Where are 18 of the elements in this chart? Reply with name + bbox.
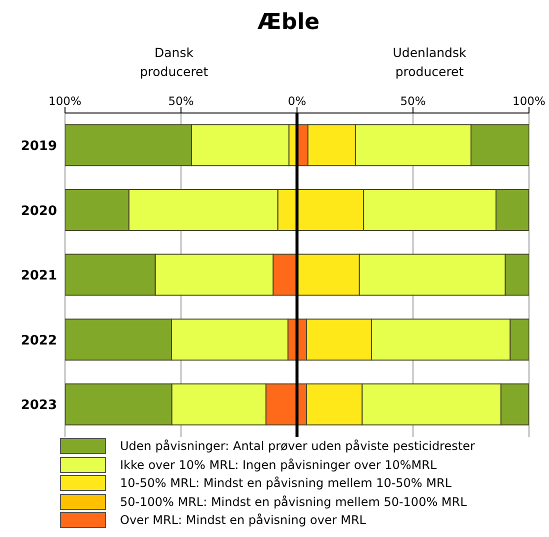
chart-title: Æble — [256, 10, 321, 35]
y-tick-label: 2020 — [20, 204, 57, 219]
legend-label: Ikke over 10% MRL: Ingen påvisninger over 10%MRL — [120, 458, 437, 472]
text: Dansk produceret — [138, 44, 210, 81]
y-tick-label: 2023 — [20, 398, 57, 414]
legend-label: 50-100% MRL: Mindst en påvisning mellem 50-100% MRL — [120, 494, 467, 509]
x-tick-label: 100% — [512, 94, 546, 108]
x-tick-label: 50% — [400, 94, 426, 108]
y-tick-label: 2022 — [20, 333, 57, 348]
text: Udenlandsk produceret — [392, 44, 468, 81]
x-tick-label: 0% — [288, 94, 306, 108]
y-tick-label: 2021 — [20, 268, 57, 284]
legend-label: Over MRL: Mindst en påvisning over MRL — [120, 513, 366, 528]
legend-label: Uden påvisninger: Antal prøver uden påviste pesticidrester — [120, 439, 475, 454]
x-tick-label: 100% — [48, 94, 82, 108]
y-tick-label: 2019 — [20, 139, 57, 154]
legend-label: 10-50% MRL: Mindst en påvisning mellem 10-50% MRL — [120, 476, 452, 490]
x-tick-label: 50% — [168, 94, 194, 108]
